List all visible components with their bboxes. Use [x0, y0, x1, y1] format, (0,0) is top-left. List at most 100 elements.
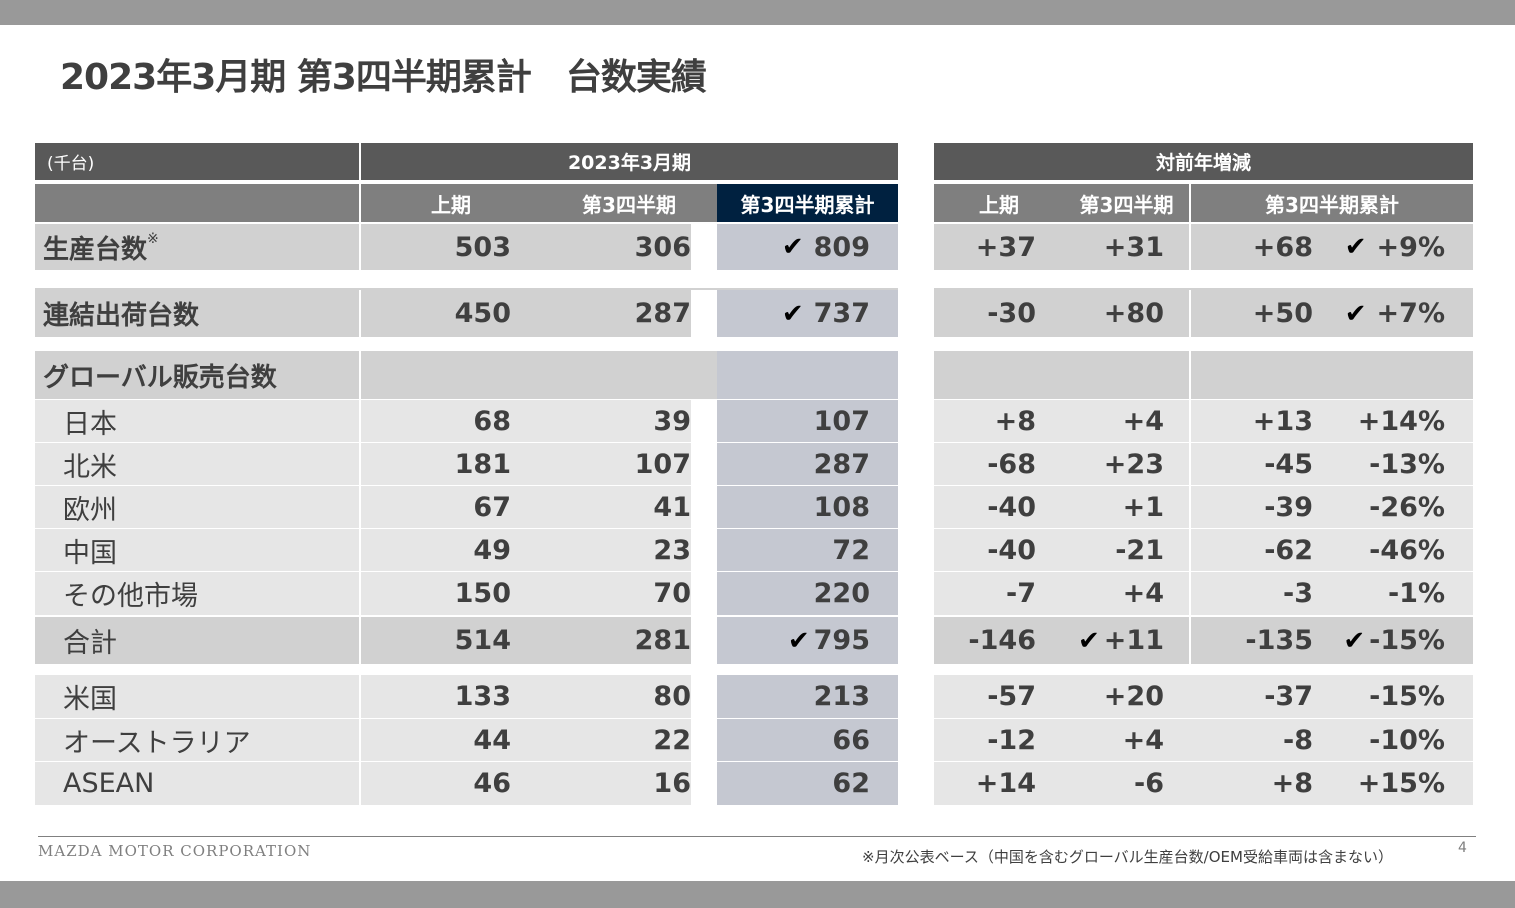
header-row-1: 対前年増減 [934, 143, 1473, 180]
yoy-cumulative: -39 [1191, 486, 1313, 528]
value-q3: 23 [511, 529, 691, 571]
table-row-china: -40 -21 -62 -46% [934, 529, 1473, 571]
table-row-europe: -40 +1 -39 -26% [934, 486, 1473, 528]
volume-table: (千台) 2023年3月期 上期 第3四半期 第3四半期累計 生産台数 ※ 503… [35, 143, 898, 808]
yoy-h1: -40 [934, 529, 1036, 571]
col-q3-cumulative: 第3四半期累計 [717, 184, 898, 222]
value-q3: 39 [511, 400, 691, 442]
value-h1: 68 [361, 400, 511, 442]
yoy-q3: +31 [1036, 224, 1191, 270]
yoy-cumulative-pct: -26% [1313, 486, 1473, 528]
value-cumulative: ✔ 809 [717, 224, 898, 270]
col-q3-cumulative: 第3四半期累計 [1191, 184, 1473, 222]
yoy-q3: -21 [1036, 529, 1191, 571]
table-row-china: 中国 49 23 72 [35, 529, 898, 571]
table-row-shipment: 連結出荷台数 450 287 ✔ 737 [35, 288, 898, 337]
col-q3: 第3四半期 [541, 184, 717, 222]
row-label: ASEAN [35, 762, 361, 805]
yoy-cumulative: -3 [1191, 572, 1313, 615]
value-q3: 70 [511, 572, 691, 615]
blank-cell [717, 351, 898, 399]
table-row-usa: 米国 133 80 213 [35, 675, 898, 718]
value-q3: 22 [511, 719, 691, 761]
yoy-h1: -7 [934, 572, 1036, 615]
table-row-other: -7 +4 -3 -1% [934, 572, 1473, 615]
value-cumulative: 287 [717, 443, 898, 485]
table-row-europe: 欧州 67 41 108 [35, 486, 898, 528]
value-h1: 150 [361, 572, 511, 615]
page-title: 2023年3月期 第3四半期累計 台数実績 [60, 57, 707, 98]
value-h1: 181 [361, 443, 511, 485]
row-label: 北米 [35, 443, 361, 485]
table-row-asean: +14 -6 +8 +15% [934, 762, 1473, 805]
period-group-header: 2023年3月期 [361, 143, 898, 180]
row-label: 中国 [35, 529, 361, 571]
header-blank [35, 184, 361, 222]
blank-cell [1191, 351, 1473, 399]
yoy-q3: +4 [1036, 572, 1191, 615]
value-q3: 281 [511, 617, 691, 664]
yoy-group-header: 対前年増減 [934, 143, 1473, 180]
value-cumulative: 220 [717, 572, 898, 615]
yoy-q3: -6 [1036, 762, 1191, 805]
yoy-h1: +37 [934, 224, 1036, 270]
row-label: 米国 [35, 675, 361, 718]
yoy-q3: +1 [1036, 486, 1191, 528]
table-row-asean: ASEAN 46 16 62 [35, 762, 898, 805]
col-h1: 上期 [361, 184, 541, 222]
value-cumulative: ✔ 737 [717, 290, 898, 337]
yoy-h1: -68 [934, 443, 1036, 485]
yoy-cumulative: -8 [1191, 719, 1313, 761]
company-name: MAZDA MOTOR CORPORATION [38, 842, 312, 860]
table-row-australia: オーストラリア 44 22 66 [35, 719, 898, 761]
yoy-cumulative-pct: ✔ -15% [1313, 617, 1473, 664]
row-label: 日本 [35, 400, 361, 442]
yoy-cumulative-pct: +15% [1313, 762, 1473, 805]
check-icon: ✔ [1078, 625, 1100, 656]
check-icon: ✔ [1344, 232, 1367, 262]
value-h1: 46 [361, 762, 511, 805]
yoy-cumulative-pct: ✔ +9% [1313, 224, 1473, 270]
value-h1: 450 [361, 290, 511, 337]
row-label: オーストラリア [35, 719, 361, 761]
value-h1: 514 [361, 617, 511, 664]
blank-cell [361, 351, 717, 399]
yoy-cumulative: -37 [1191, 675, 1313, 718]
check-icon: ✔ [781, 298, 804, 329]
yoy-cumulative: -62 [1191, 529, 1313, 571]
row-label: グローバル販売台数 [35, 351, 361, 399]
yoy-cumulative: -45 [1191, 443, 1313, 485]
value-cumulative: 66 [717, 719, 898, 761]
yoy-cumulative: +68 [1191, 224, 1313, 270]
value-h1: 67 [361, 486, 511, 528]
page-number: 4 [1458, 840, 1467, 856]
table-row-north-america: -68 +23 -45 -13% [934, 443, 1473, 485]
value-h1: 49 [361, 529, 511, 571]
footnote: ※月次公表ベース（中国を含むグローバル生産台数/OEM受給車両は含まない） [862, 848, 1393, 866]
yoy-cumulative-pct: -46% [1313, 529, 1473, 571]
value-h1: 44 [361, 719, 511, 761]
table-row-global-sales [934, 351, 1473, 399]
header-row-1: (千台) 2023年3月期 [35, 143, 898, 180]
yoy-cumulative: +8 [1191, 762, 1313, 805]
value-q3: 80 [511, 675, 691, 718]
check-icon: ✔ [787, 625, 810, 656]
yoy-q3: +4 [1036, 719, 1191, 761]
table-row-total: -146 ✔ +11 -135 ✔ -15% [934, 617, 1473, 664]
yoy-change-table: 対前年増減 上期 第3四半期 第3四半期累計 +37 +31 +68 ✔ +9% … [934, 143, 1473, 808]
yoy-q3: +4 [1036, 400, 1191, 442]
value-cumulative: 108 [717, 486, 898, 528]
yoy-cumulative-pct: ✔ +7% [1313, 290, 1473, 337]
footer-divider [38, 836, 1476, 837]
table-row-japan: +8 +4 +13 +14% [934, 400, 1473, 442]
yoy-q3: +80 [1036, 290, 1191, 337]
yoy-h1: -12 [934, 719, 1036, 761]
table-row-australia: -12 +4 -8 -10% [934, 719, 1473, 761]
check-icon: ✔ [1343, 625, 1366, 656]
yoy-cumulative: +50 [1191, 290, 1313, 337]
yoy-q3: ✔ +11 [1036, 617, 1191, 664]
check-icon: ✔ [1344, 298, 1367, 329]
table-row-production: 生産台数 ※ 503 306 ✔ 809 [35, 224, 898, 270]
yoy-h1: +14 [934, 762, 1036, 805]
table-row-japan: 日本 68 39 107 [35, 400, 898, 442]
